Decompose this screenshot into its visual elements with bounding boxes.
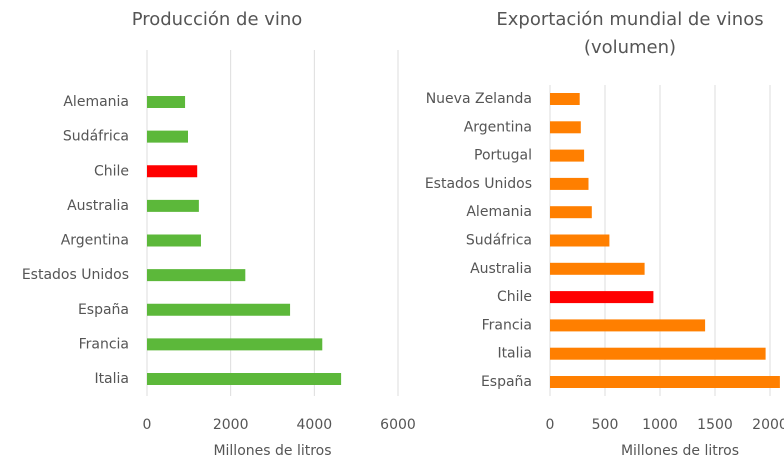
bar (550, 93, 580, 105)
bar (550, 347, 766, 360)
y-tick-label: España (78, 302, 129, 318)
bar (550, 234, 610, 247)
bar (147, 96, 186, 108)
y-tick-label: Portugal (474, 148, 532, 164)
y-tick-label: Sudáfrica (466, 233, 532, 249)
chart-title: Producción de vino (132, 9, 303, 30)
y-tick-label: Nueva Zelanda (426, 91, 532, 107)
bar (147, 130, 188, 143)
y-tick-label: Australia (67, 198, 129, 214)
y-tick-label: Estados Unidos (22, 267, 129, 283)
bar (147, 199, 199, 212)
y-tick-label: Alemania (466, 204, 532, 220)
y-tick-label: Argentina (61, 233, 129, 249)
bar (550, 177, 589, 190)
chart-title: Exportación mundial de vinos (496, 9, 763, 30)
bar (550, 319, 706, 332)
y-tick-label: Francia (79, 336, 129, 352)
x-tick-label: 1000 (642, 417, 678, 433)
x-tick-label: 6000 (380, 417, 416, 433)
x-tick-label: 500 (592, 417, 619, 433)
bar (550, 121, 581, 134)
bar (550, 262, 645, 275)
bar (147, 165, 198, 178)
y-tick-label: Australia (470, 261, 532, 277)
bar (147, 373, 342, 385)
bar (147, 303, 291, 316)
y-tick-label: Argentina (464, 119, 532, 135)
x-tick-label: 2000 (752, 417, 784, 433)
bar (147, 234, 201, 247)
x-tick-label: 0 (546, 417, 555, 433)
x-tick-label: 2000 (213, 417, 249, 433)
x-axis-label: Millones de litros (621, 443, 739, 459)
y-tick-label: Francia (482, 317, 532, 333)
bar (147, 269, 246, 282)
y-tick-label: España (481, 374, 532, 390)
y-tick-label: Chile (497, 289, 532, 305)
bar (550, 376, 780, 388)
y-tick-label: Italia (94, 371, 129, 387)
bar (550, 149, 585, 162)
y-tick-label: Chile (94, 163, 129, 179)
y-tick-label: Sudáfrica (63, 129, 129, 145)
bar (550, 206, 592, 219)
x-axis-label: Millones de litros (213, 443, 331, 459)
bar (550, 291, 654, 304)
x-tick-label: 4000 (297, 417, 333, 433)
x-tick-label: 1500 (697, 417, 733, 433)
bar (147, 338, 323, 351)
y-tick-label: Italia (497, 346, 532, 362)
x-tick-label: 0 (143, 417, 152, 433)
chart-title: (volumen) (584, 37, 676, 58)
y-tick-label: Estados Unidos (425, 176, 532, 192)
y-tick-label: Alemania (63, 94, 129, 110)
